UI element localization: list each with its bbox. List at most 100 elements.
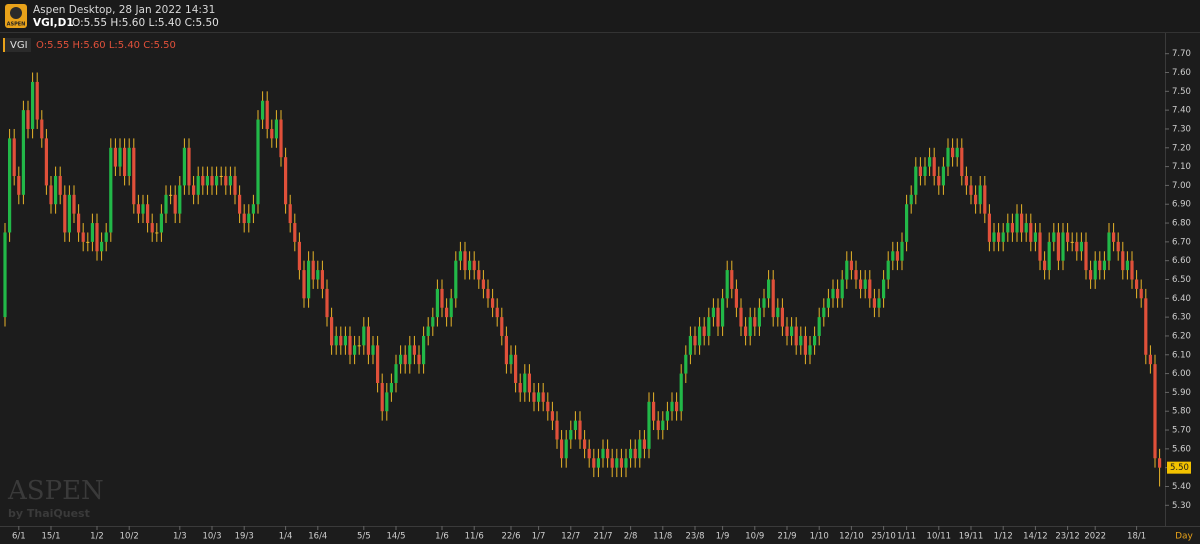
candle-body [297, 241, 301, 271]
candle-body [205, 176, 209, 186]
logo-mark [10, 7, 22, 19]
candle-body [366, 326, 370, 355]
candle-body [1144, 298, 1148, 355]
candle-body [242, 213, 246, 224]
candle-body [141, 204, 145, 214]
candle-body [960, 147, 964, 177]
candle-body [40, 119, 44, 139]
candle-body [265, 100, 269, 129]
candle-body [808, 345, 812, 355]
candle-body [12, 138, 16, 177]
candle-body [633, 448, 637, 459]
candle-body [219, 176, 223, 178]
app-title: Aspen Desktop, 28 Jan 2022 14:31 [33, 4, 215, 16]
candle-body [638, 439, 642, 459]
candle-body [1033, 232, 1037, 242]
candle-body [1020, 213, 1024, 233]
candle-body [550, 411, 554, 421]
y-tick-label: 6.10 [1172, 350, 1191, 360]
candle-body [192, 185, 196, 195]
candle-body [495, 307, 499, 318]
candle-body [992, 232, 996, 242]
candle-body [408, 345, 412, 365]
candle-body [440, 288, 444, 308]
candle-body [307, 260, 311, 299]
candle-body [288, 204, 292, 224]
y-tick-label: 6.20 [1172, 331, 1191, 341]
candle-body [343, 335, 347, 346]
y-tick-label: 7.20 [1172, 143, 1191, 153]
y-tick-label: 7.00 [1172, 181, 1191, 191]
candle-body [610, 458, 614, 468]
candle-body [201, 176, 205, 186]
candle-body [555, 420, 559, 440]
x-tick-label: 1/7 [532, 532, 546, 542]
candle-body [445, 307, 449, 318]
candle-body [95, 223, 99, 252]
legend-box [3, 38, 31, 52]
x-tick-label: 2/8 [624, 532, 638, 542]
candle-body [757, 307, 761, 327]
candle-body [670, 401, 674, 412]
watermark-brand: ASPEN [7, 476, 104, 506]
candle-body [601, 448, 605, 459]
candle-body [918, 166, 922, 177]
candle-body [463, 251, 467, 271]
candle-body [684, 354, 688, 374]
y-tick-label: 7.30 [1172, 124, 1191, 134]
y-tick-label: 7.10 [1172, 162, 1191, 172]
candle-body [376, 345, 380, 383]
candle-body [339, 335, 343, 346]
x-tick-label: 2022 [1084, 532, 1106, 542]
x-tick-label: 18/1 [1127, 532, 1146, 542]
x-tick-label: 14/5 [386, 532, 405, 542]
candle-body [431, 317, 435, 327]
candle-body [794, 326, 798, 346]
candle-body [1024, 223, 1028, 233]
candle-body [320, 270, 324, 289]
candle-body [978, 185, 982, 205]
x-axis-label: Day [1175, 532, 1193, 542]
candle-body [1047, 241, 1051, 271]
x-tick-label: 16/4 [308, 532, 327, 542]
candle-body [100, 241, 104, 252]
y-tick-label: 6.70 [1172, 237, 1191, 247]
candle-body [872, 298, 876, 308]
candle-body [1079, 241, 1083, 252]
candle-body [17, 176, 21, 195]
candle-body [173, 194, 177, 214]
candle-body [877, 298, 881, 308]
candle-body [739, 307, 743, 327]
candle-body [716, 307, 720, 327]
y-tick-label: 7.50 [1172, 87, 1191, 97]
x-tick-label: 5/5 [357, 532, 371, 542]
candle-body [155, 232, 159, 234]
candle-body [159, 213, 163, 233]
candle-body [399, 354, 403, 365]
candle-body [426, 326, 430, 336]
candle-body [900, 241, 904, 261]
candle-body [845, 260, 849, 280]
candle-body [1116, 241, 1120, 252]
x-tick-label: 1/9 [716, 532, 730, 542]
candle-body [836, 288, 840, 299]
last-price-tag [1167, 461, 1191, 474]
x-tick-label: 1/2 [90, 532, 104, 542]
candle-body [182, 147, 186, 186]
candle-body [150, 223, 154, 233]
candle-body [44, 138, 48, 186]
candle-body [261, 100, 265, 120]
y-tick-label: 6.90 [1172, 200, 1191, 210]
candle-body [624, 458, 628, 468]
y-tick-label: 7.40 [1172, 106, 1191, 116]
candle-body [49, 185, 53, 205]
candle-body [688, 335, 692, 355]
candle-body [817, 317, 821, 336]
candle-body [90, 223, 94, 242]
candle-body [541, 392, 545, 402]
candle-body [537, 392, 541, 402]
x-tick-label: 1/4 [279, 532, 293, 542]
candle-body [1112, 232, 1116, 242]
